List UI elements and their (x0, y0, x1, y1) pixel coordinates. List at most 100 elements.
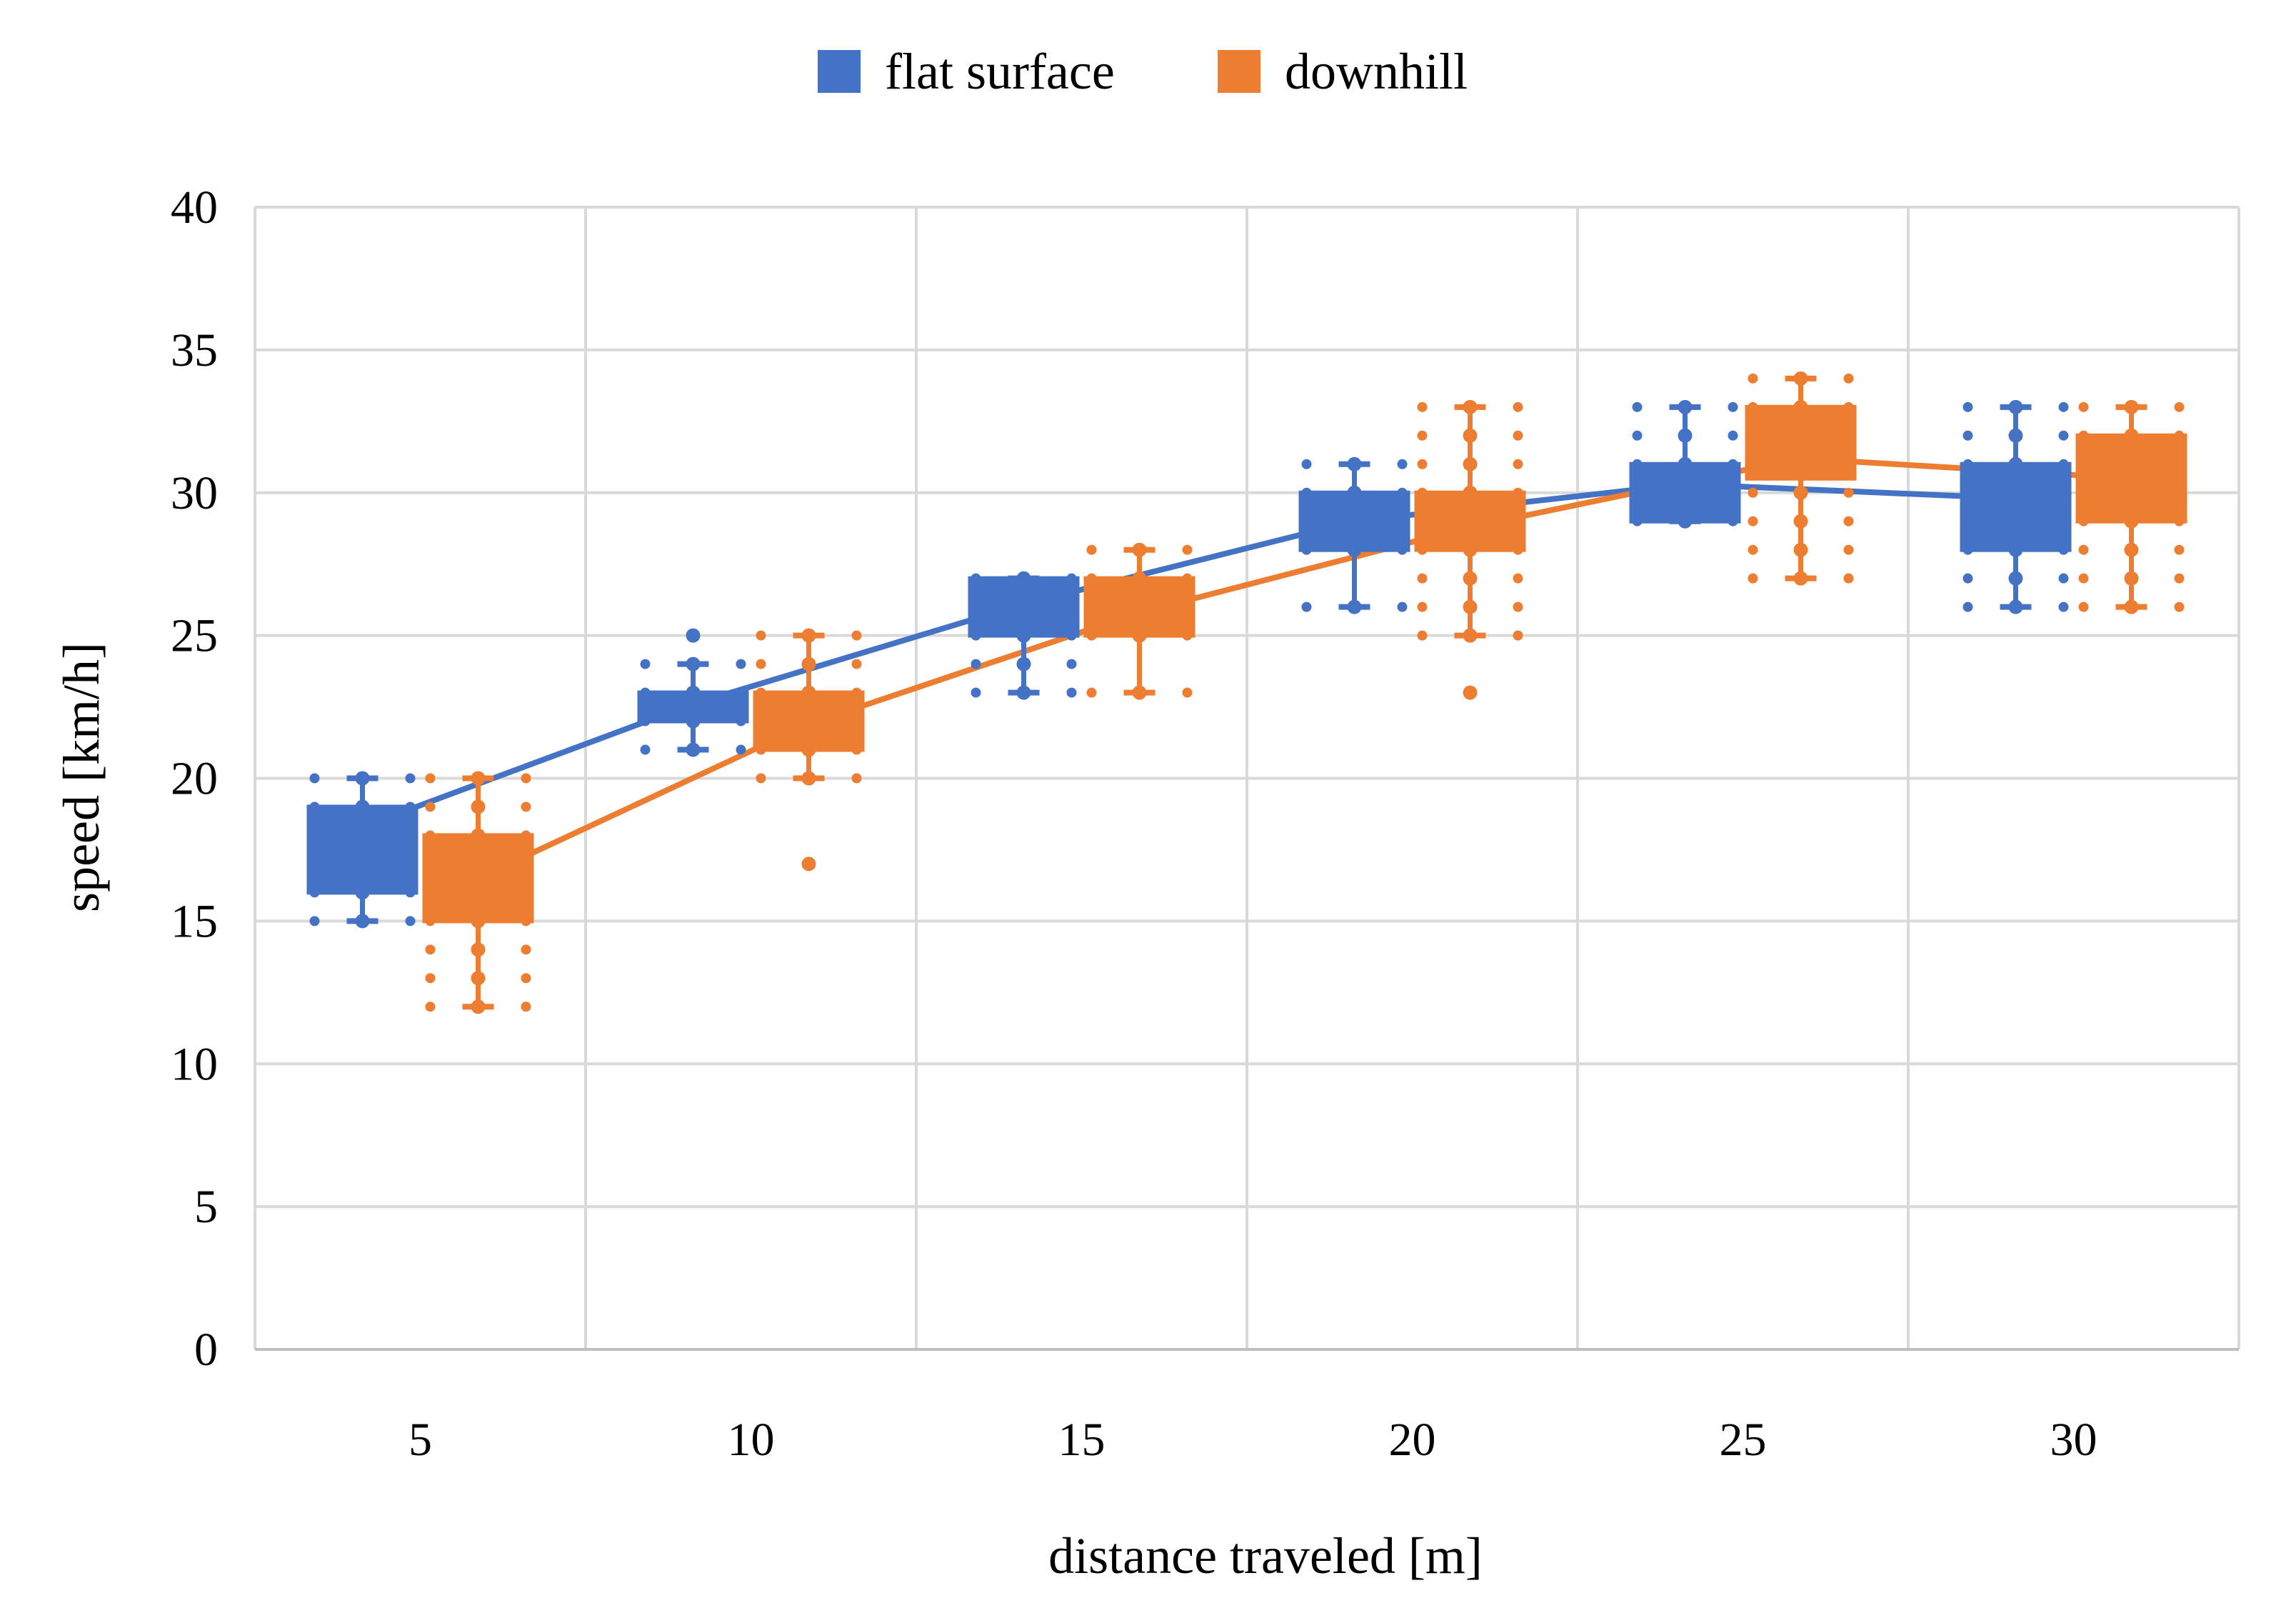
x-tick-label: 15 (1058, 1414, 1106, 1466)
data-point (2008, 542, 2023, 557)
data-point (1132, 542, 1147, 557)
data-point (1463, 399, 1478, 414)
data-point (355, 857, 370, 872)
y-tick-label: 10 (171, 1038, 218, 1090)
data-point-side (971, 630, 981, 641)
data-point-side (1417, 601, 1428, 612)
data-point-side (1632, 487, 1643, 498)
data-point (471, 771, 486, 786)
data-point (471, 885, 486, 900)
data-point-side (2174, 487, 2185, 498)
tick-labels: 0 5 10 15 20 25 30 35 40 5 10 15 20 25 30 (171, 181, 2097, 1466)
data-point-side (1397, 544, 1408, 555)
data-point-side (736, 687, 746, 698)
box-iqr (1960, 461, 2072, 552)
data-point-side (1513, 430, 1523, 441)
data-point (471, 857, 486, 872)
data-point-side (521, 944, 531, 955)
data-point (2008, 571, 2023, 586)
data-point-side (521, 887, 531, 898)
data-point (471, 914, 486, 929)
data-point-side (756, 744, 766, 755)
data-point-side (2058, 573, 2069, 584)
data-point-side (521, 859, 531, 869)
data-point-side (405, 801, 416, 812)
data-point-side (1728, 459, 1738, 469)
data-point-side (2078, 601, 2089, 612)
data-point-side (1728, 487, 1738, 498)
data-point (1678, 399, 1693, 414)
data-point-side (2078, 516, 2089, 526)
data-point (801, 685, 816, 700)
box-downhill-15 (1083, 542, 1195, 700)
legend-label: flat surface (885, 43, 1115, 100)
data-point-side (756, 630, 766, 641)
data-point-side (1728, 401, 1738, 412)
data-point-side (1962, 516, 1973, 526)
data-point-side (1301, 544, 1312, 555)
data-point-side (1182, 687, 1193, 698)
grid-lines (255, 206, 2239, 1349)
data-point-side (1417, 630, 1428, 641)
y-tick-label: 20 (171, 753, 218, 805)
data-point-side (2078, 573, 2089, 584)
data-point-side (2058, 401, 2069, 412)
data-point (1347, 599, 1362, 614)
data-point-side (521, 973, 531, 984)
data-point-side (756, 687, 766, 698)
data-point (2124, 456, 2139, 471)
data-point-side (1748, 573, 1758, 584)
data-point-side (2078, 459, 2089, 469)
data-point-side (1843, 430, 1854, 441)
data-point-side (1397, 459, 1408, 469)
data-point-side (1301, 601, 1312, 612)
data-point (471, 942, 486, 957)
data-point-side (1417, 516, 1428, 526)
data-point-side (1962, 544, 1973, 555)
data-point (355, 914, 370, 929)
data-point-side (1513, 630, 1523, 641)
data-point-side (521, 773, 531, 784)
data-point-side (1417, 487, 1428, 498)
data-point-side (1182, 630, 1193, 641)
data-point-side (1417, 401, 1428, 412)
y-tick-label: 30 (171, 467, 218, 519)
data-point (1793, 456, 1808, 471)
data-point (1347, 542, 1362, 557)
data-point-side (425, 916, 436, 927)
data-point-side (2058, 516, 2069, 526)
data-point-side (756, 716, 766, 726)
data-point (2124, 514, 2139, 529)
data-point-side (2174, 459, 2185, 469)
box-flat-surface-5 (306, 771, 418, 929)
data-point-side (1728, 430, 1738, 441)
data-point-side (1397, 601, 1408, 612)
data-point-side (1843, 373, 1854, 384)
data-point-side (1397, 487, 1408, 498)
data-point-side (640, 659, 651, 669)
data-point-side (1086, 544, 1097, 555)
data-point (1463, 628, 1478, 643)
data-point (686, 656, 701, 671)
data-point (1132, 571, 1147, 586)
data-point-side (1843, 459, 1854, 469)
data-point-side (521, 916, 531, 927)
data-point (801, 771, 816, 786)
data-point (1678, 514, 1693, 529)
data-point (471, 971, 486, 986)
data-point (1463, 485, 1478, 500)
y-tick-label: 25 (171, 610, 218, 662)
x-tick-label: 25 (1720, 1414, 1767, 1466)
box-downhill-10 (753, 628, 865, 872)
data-point-side (851, 630, 862, 641)
data-point-side (971, 659, 981, 669)
data-point-side (1843, 487, 1854, 498)
data-point (1793, 571, 1808, 586)
data-point (2124, 599, 2139, 614)
box-flat-surface-20 (1298, 456, 1410, 614)
y-tick-label: 5 (194, 1181, 218, 1233)
data-point (2124, 542, 2139, 557)
data-point (355, 799, 370, 814)
data-point-side (1513, 544, 1523, 555)
